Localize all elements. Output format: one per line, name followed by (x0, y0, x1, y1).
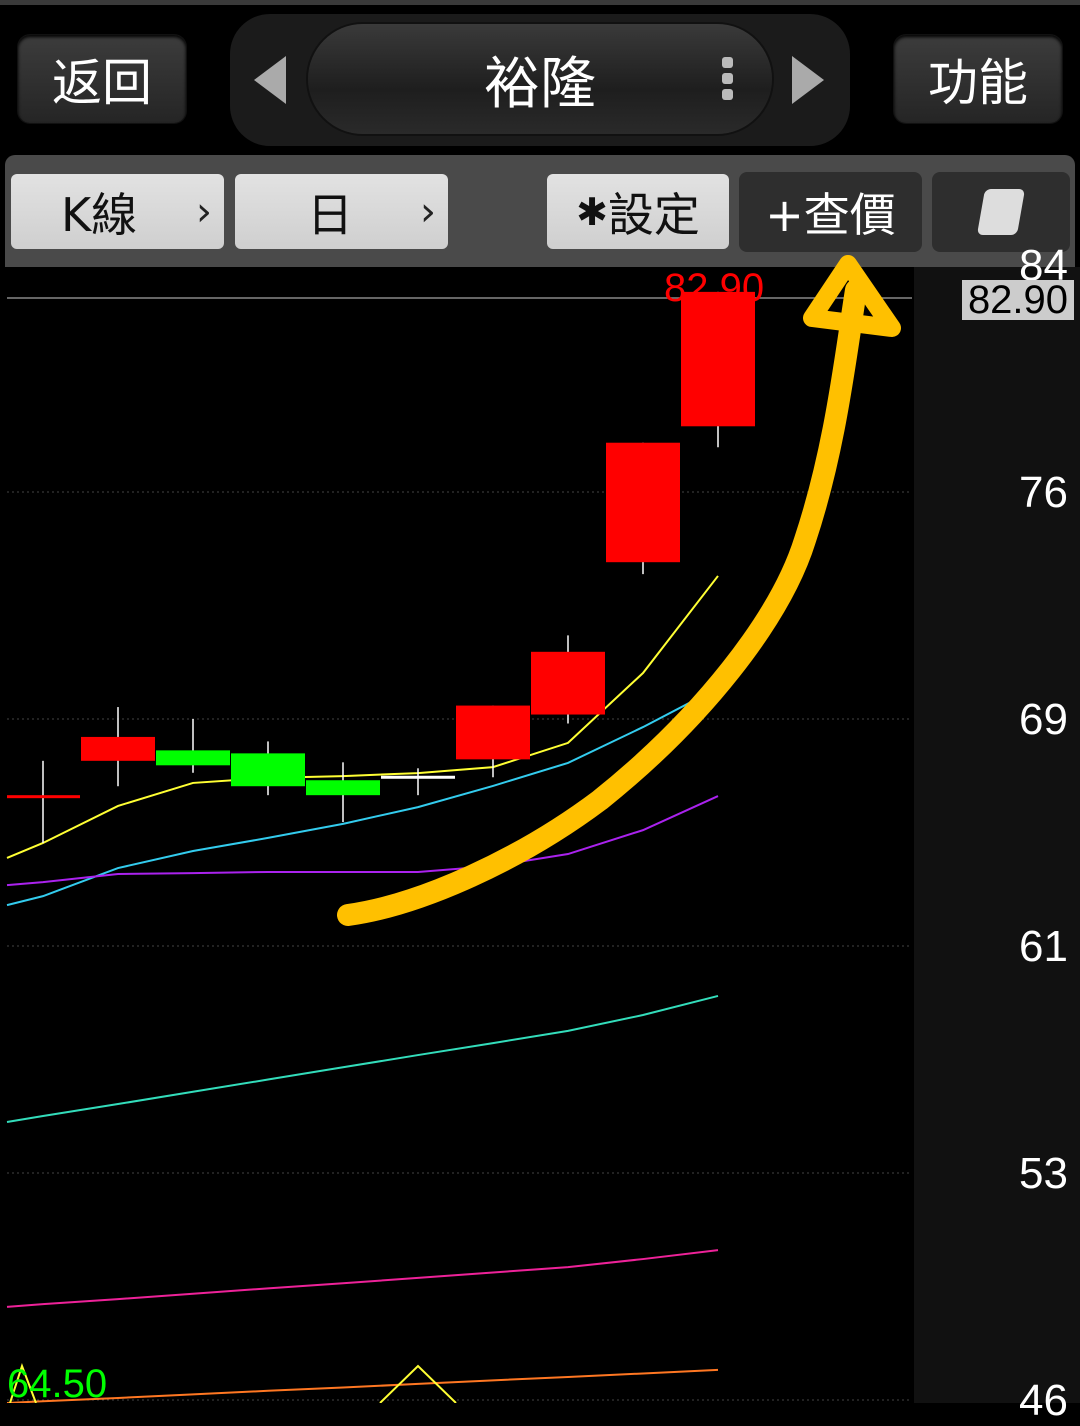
moving-average-line (6, 1368, 719, 1403)
period-button[interactable]: 日 › (235, 174, 448, 249)
signal-marker (9, 1362, 457, 1403)
function-label: 功能 (928, 54, 1028, 112)
candle-body (231, 753, 305, 787)
candle-body (456, 705, 530, 760)
moving-average-line (6, 994, 719, 1123)
chart-area[interactable] (7, 267, 913, 1403)
moving-average-line (6, 795, 719, 887)
dots-menu-icon[interactable] (722, 57, 734, 105)
rotate-screen-button[interactable] (932, 172, 1070, 252)
moving-average-line (6, 575, 719, 859)
triangle-left-icon[interactable] (254, 56, 286, 104)
price-axis (914, 267, 1080, 1403)
candle-body (81, 736, 155, 761)
quote-label: +查價 (765, 188, 896, 242)
y-tick-label: 61 (1019, 922, 1068, 971)
candle-body (7, 795, 80, 799)
back-label: 返回 (52, 54, 152, 112)
annotation-arrow (337, 255, 901, 926)
chart-type-button[interactable]: K線 › (11, 174, 224, 249)
stock-name-button[interactable]: 裕隆 (308, 24, 772, 134)
candle-body (381, 775, 455, 779)
triangle-right-icon[interactable] (792, 56, 824, 104)
moving-average-line (6, 1249, 719, 1308)
gear-icon: ✱ (576, 189, 608, 234)
period-label: 日 (307, 187, 353, 242)
settings-label: 設定 (607, 187, 700, 242)
candle-body (606, 442, 680, 563)
candle-body (531, 651, 605, 715)
y-tick-label: 53 (1019, 1149, 1068, 1198)
candle-body (681, 291, 755, 427)
chevron-right-icon: › (420, 188, 436, 235)
back-button[interactable]: 返回 (18, 35, 186, 123)
current-price-box: 82.90 (962, 280, 1074, 320)
chevron-right-icon: › (196, 188, 212, 235)
settings-button[interactable]: ✱ 設定 (547, 174, 729, 249)
y-tick-label: 76 (1019, 468, 1068, 517)
candle-body (306, 780, 380, 796)
stock-name: 裕隆 (484, 51, 596, 117)
status-strip (0, 0, 1080, 5)
y-tick-label: 69 (1019, 695, 1068, 744)
candle-body (156, 750, 230, 766)
y-tick-label: 46 (1019, 1376, 1068, 1425)
high-price-label: 82.90 (664, 266, 765, 310)
quote-button[interactable]: +查價 (739, 172, 922, 252)
low-price-label: 64.50 (7, 1362, 108, 1406)
chart-type-label: K線 (61, 187, 138, 242)
function-button[interactable]: 功能 (894, 35, 1062, 123)
